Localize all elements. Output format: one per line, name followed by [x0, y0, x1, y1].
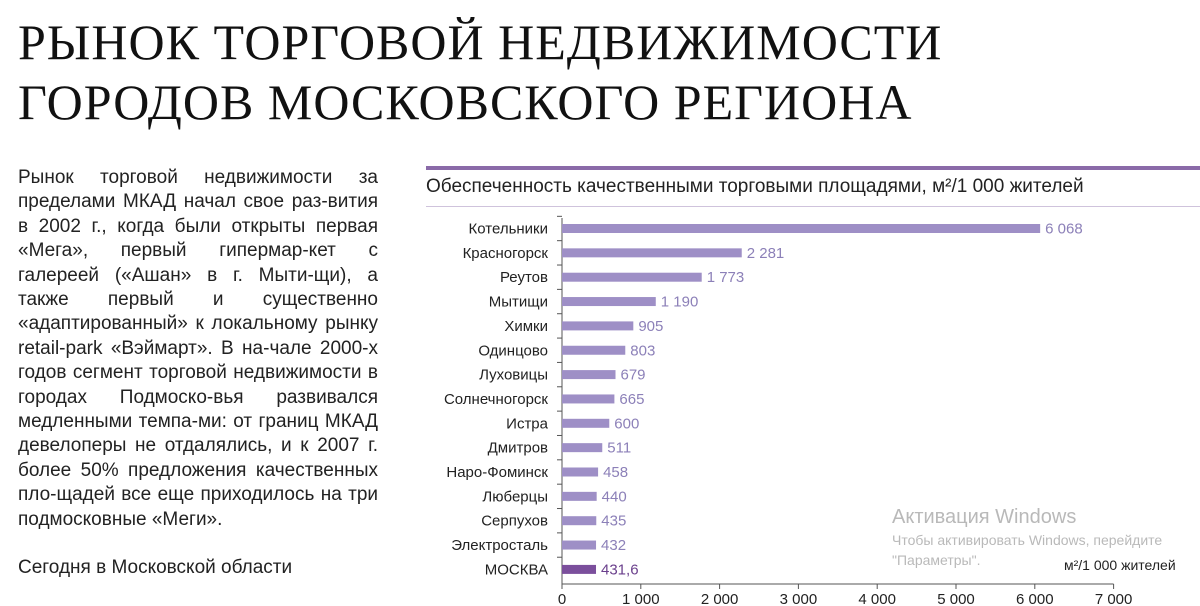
category-label: МОСКВА: [485, 561, 548, 578]
bar: [562, 394, 615, 404]
x-tick-label: 6 000: [1016, 591, 1054, 606]
data-label: 1 773: [707, 269, 745, 286]
category-label: Серпухов: [481, 513, 548, 530]
x-tick-label: 2 000: [701, 591, 739, 606]
bar: [562, 297, 656, 307]
category-label: Истра: [506, 415, 548, 432]
data-label: 432: [601, 537, 626, 554]
data-label: 458: [603, 464, 628, 481]
data-label: 600: [614, 415, 639, 432]
data-label: 665: [619, 391, 644, 408]
bar-chart: Котельники 6 068 Красногорск 2 281 Реутов 1 7…: [444, 215, 1133, 606]
chart-title: Обеспеченность качественными торговыми п…: [426, 176, 1084, 197]
bar: [562, 516, 597, 526]
bar: [562, 491, 597, 501]
bar: [562, 224, 1041, 233]
x-tick-label: 3 000: [780, 591, 818, 606]
data-label: 2 281: [747, 245, 785, 262]
category-label: Люберцы: [482, 488, 548, 505]
chart-accent-line: [426, 166, 1200, 170]
bar: [562, 467, 599, 477]
article-paragraph-2: Сегодня в Московской области: [18, 557, 293, 579]
data-label: 905: [638, 318, 663, 335]
category-label: Дмитров: [488, 440, 548, 457]
category-label: Электросталь: [451, 537, 548, 554]
data-label: 435: [601, 513, 626, 530]
bar: [562, 345, 626, 355]
data-label: 440: [602, 488, 627, 505]
x-tick-label: 5 000: [937, 591, 975, 606]
data-label: 803: [630, 342, 655, 359]
article-body: Рынок торговой недвижимости за пределами…: [18, 166, 378, 581]
category-label: Луховицы: [479, 367, 548, 384]
category-label: Реутов: [500, 269, 548, 286]
data-label: 6 068: [1045, 221, 1083, 238]
bar: [562, 540, 597, 550]
chart-title-divider: [426, 206, 1200, 207]
data-label: 1 190: [661, 294, 699, 311]
bar: [562, 272, 702, 282]
category-label: Химки: [504, 318, 548, 335]
category-label: Красногорск: [463, 245, 549, 262]
windows-activation-watermark: Активация Windows Чтобы активировать Win…: [892, 504, 1162, 570]
x-tick-label: 4 000: [858, 591, 896, 606]
category-label: Солнечногорск: [444, 391, 548, 408]
category-label: Мытищи: [489, 294, 548, 311]
x-tick-label: 1 000: [622, 591, 660, 606]
bar: [562, 321, 634, 331]
x-tick-label: 0: [558, 591, 566, 606]
bar: [562, 443, 603, 453]
bar: [562, 418, 610, 428]
bar: [562, 248, 742, 258]
article-paragraph-1: Рынок торговой недвижимости за пределами…: [18, 167, 378, 530]
category-label: Котельники: [469, 221, 548, 238]
watermark-title: Активация Windows: [892, 506, 1077, 528]
watermark-line: Чтобы активировать Windows, перейдите: [892, 532, 1163, 548]
category-label: Наро-Фоминск: [446, 464, 548, 481]
bar: [562, 564, 597, 574]
data-label: 511: [607, 440, 631, 457]
category-label: Одинцово: [478, 342, 548, 359]
chart-unit-label: м²/1 000 жителей: [1064, 557, 1176, 573]
data-label: 679: [621, 367, 646, 384]
data-label: 431,6: [601, 561, 639, 578]
bar: [562, 370, 616, 380]
page-title: РЫНОК ТОРГОВОЙ НЕДВИЖИМОСТИ ГОРОДОВ МОСК…: [18, 14, 943, 130]
x-tick-label: 7 000: [1095, 591, 1133, 606]
watermark-line: "Параметры".: [892, 552, 981, 568]
